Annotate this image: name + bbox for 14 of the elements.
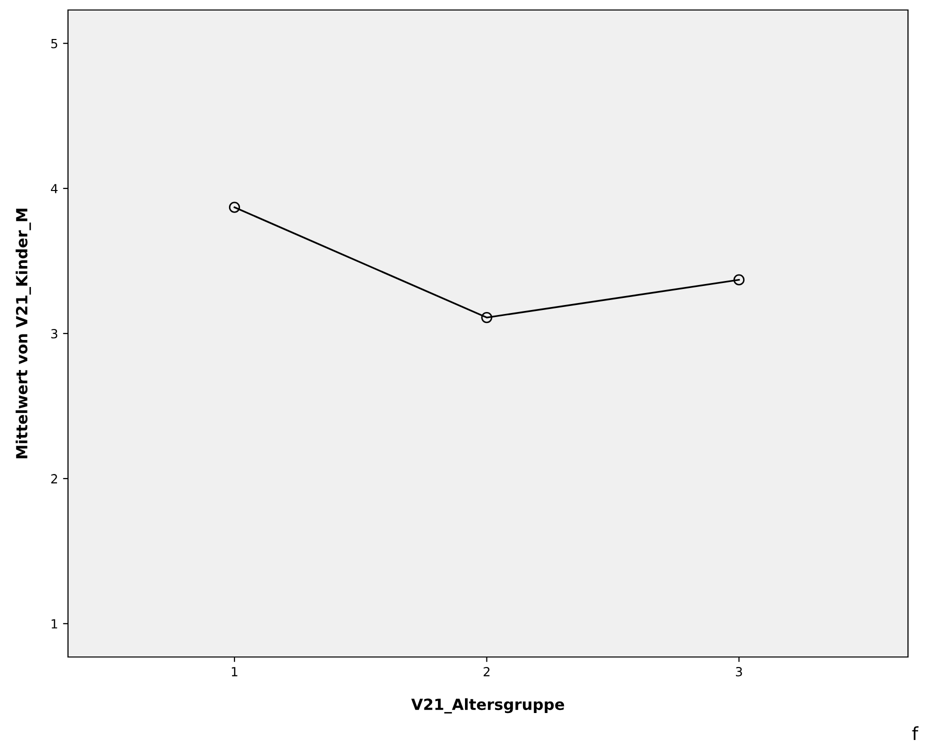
y-tick-label: 4 [50, 184, 58, 194]
y-tick-label: 5 [51, 39, 58, 48]
y-tick-label: 1 [52, 619, 58, 628]
x-tick-label: 2 [484, 666, 490, 676]
text: f [912, 726, 919, 740]
x-tick-label: 3 [736, 666, 742, 676]
x-tick-label: 1 [232, 667, 238, 676]
y-axis-title: Mittelwert von V21_Kinder_M [16, 208, 31, 458]
y-tick-label: 2 [51, 474, 58, 484]
point [228, 202, 240, 213]
point [733, 274, 745, 286]
y-tick-label: 3 [51, 328, 58, 338]
point [481, 312, 492, 324]
x-axis-title: V21_Altersgruppe [411, 698, 564, 714]
